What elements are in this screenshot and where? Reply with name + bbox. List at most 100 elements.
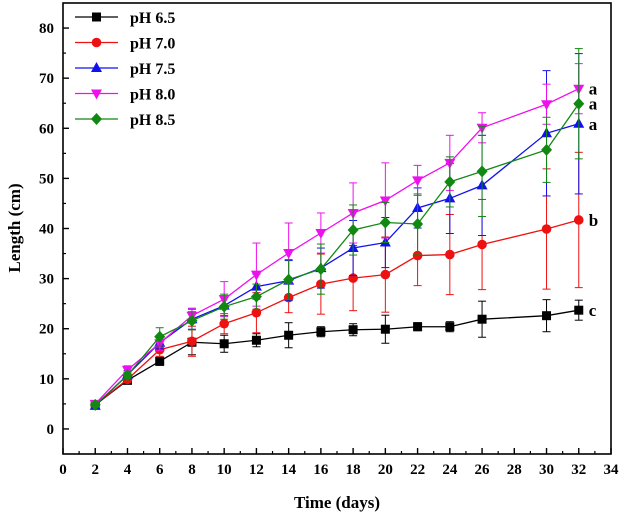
data-point [316, 327, 326, 337]
data-point [477, 239, 487, 250]
data-point [379, 196, 391, 207]
y-tick-label: 20 [39, 322, 54, 338]
legend-label: pH 8.0 [130, 87, 175, 104]
legend-item: pH 7.0 [75, 36, 175, 53]
data-point [380, 269, 391, 280]
data-point [315, 229, 327, 240]
y-tick-label: 40 [39, 222, 54, 238]
data-point [348, 325, 358, 335]
data-point [573, 97, 585, 110]
data-point [541, 224, 552, 234]
significance-labels: c b aaa [589, 80, 598, 320]
legend-item: pH 7.5 [75, 61, 175, 78]
y-tick-label: 80 [39, 21, 54, 37]
data-point [574, 305, 584, 315]
series-line [94, 123, 579, 407]
data-point [542, 311, 552, 321]
data-point [412, 250, 423, 261]
data-point [315, 263, 327, 276]
significance-label: a [589, 95, 598, 114]
x-tick-label: 20 [378, 462, 393, 478]
x-tick-label: 22 [410, 462, 425, 478]
data-point [187, 336, 197, 347]
x-tick-label: 4 [124, 462, 132, 478]
x-tick-label: 24 [442, 462, 458, 478]
x-axis-title: Time (days) [294, 493, 380, 512]
data-point [89, 398, 101, 411]
data-point [218, 300, 230, 313]
data-point [445, 249, 455, 260]
data-point [444, 175, 456, 188]
x-tick-label: 28 [507, 462, 522, 478]
legend-item: pH 8.5 [75, 112, 175, 129]
y-tick-label: 60 [39, 121, 54, 137]
data-point [477, 314, 487, 324]
legend-marker [91, 62, 102, 72]
data-point [155, 356, 165, 366]
x-tick-label: 16 [313, 462, 329, 478]
legend-item: pH 8.0 [75, 87, 175, 104]
x-tick-label: 2 [91, 462, 99, 478]
x-tick-label: 0 [59, 462, 67, 478]
series-line [94, 219, 579, 406]
x-tick-label: 26 [475, 462, 491, 478]
data-point [250, 290, 262, 303]
data-point [250, 270, 262, 281]
significance-label: c [589, 301, 597, 320]
legend-label: pH 7.0 [130, 36, 175, 53]
data-point [251, 335, 261, 345]
axes: 0 2 4 6 8 10 12 14 16 18 20 22 24 26 28 30 32 34010203040… [39, 21, 619, 478]
data-point [283, 273, 295, 286]
y-tick-label: 50 [39, 171, 54, 187]
series-pH-7_5 [89, 53, 585, 410]
x-tick-label: 14 [281, 462, 297, 478]
x-tick-label: 10 [217, 462, 232, 478]
data-point [121, 369, 133, 382]
x-tick-label: 12 [249, 462, 264, 478]
data-point [445, 322, 455, 332]
series-pH-6_5 [90, 299, 584, 410]
x-tick-label: 8 [188, 462, 196, 478]
data-point [283, 249, 295, 260]
data-point [186, 314, 198, 327]
data-point [284, 330, 294, 340]
legend: pH 6.5 pH 7.0 pH 7.5 pH 8.0 pH 8.5 [75, 10, 175, 129]
x-tick-label: 18 [346, 462, 361, 478]
series-line [94, 309, 579, 406]
legend-label: pH 8.5 [130, 112, 175, 129]
legend-marker [92, 12, 101, 22]
x-tick-label: 32 [571, 462, 586, 478]
data-point [154, 330, 166, 343]
data-point [379, 216, 391, 229]
significance-label: b [589, 211, 598, 230]
legend-label: pH 7.5 [130, 61, 175, 78]
data-point [380, 324, 390, 334]
series-pH-8_5 [89, 48, 585, 411]
legend-label: pH 6.5 [130, 10, 175, 27]
data-point [347, 224, 359, 237]
data-point [219, 318, 229, 329]
series-pH-7_0 [90, 151, 584, 410]
data-point [412, 176, 424, 187]
data-point [541, 143, 553, 156]
y-tick-label: 70 [39, 71, 54, 87]
x-tick-label: 30 [539, 462, 554, 478]
legend-marker [91, 89, 102, 100]
series-line [94, 103, 580, 406]
legend-marker [91, 37, 102, 48]
x-tick-label: 6 [156, 462, 164, 478]
data-point [476, 165, 488, 178]
x-tick-label: 34 [604, 462, 620, 478]
significance-label: a [589, 115, 598, 134]
data-point [541, 100, 553, 111]
legend-marker [91, 113, 102, 125]
data-point [412, 217, 424, 230]
series-layer [89, 48, 585, 411]
data-point [251, 307, 262, 318]
y-tick-label: 10 [39, 372, 54, 388]
significance-label: a [589, 80, 598, 99]
data-point [219, 339, 229, 349]
y-tick-label: 0 [47, 422, 55, 438]
data-point [573, 215, 584, 225]
